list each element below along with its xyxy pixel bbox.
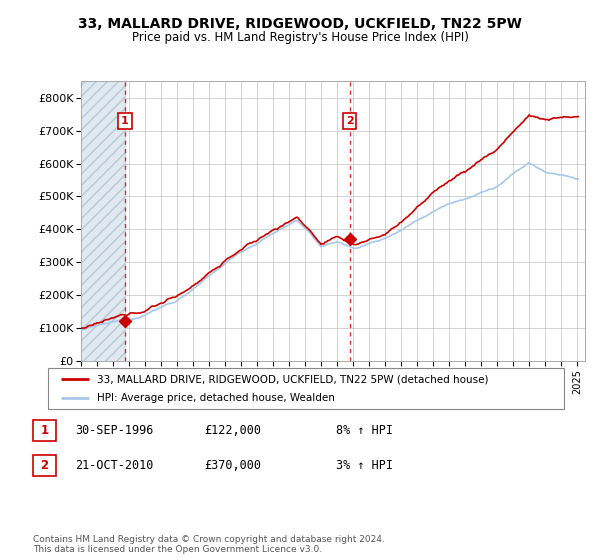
- Text: 2: 2: [346, 116, 353, 126]
- FancyBboxPatch shape: [48, 368, 564, 409]
- Text: £122,000: £122,000: [204, 424, 261, 437]
- Text: 1: 1: [121, 116, 129, 126]
- Text: Price paid vs. HM Land Registry's House Price Index (HPI): Price paid vs. HM Land Registry's House …: [131, 31, 469, 44]
- Text: 33, MALLARD DRIVE, RIDGEWOOD, UCKFIELD, TN22 5PW: 33, MALLARD DRIVE, RIDGEWOOD, UCKFIELD, …: [78, 17, 522, 31]
- Text: 33, MALLARD DRIVE, RIDGEWOOD, UCKFIELD, TN22 5PW (detached house): 33, MALLARD DRIVE, RIDGEWOOD, UCKFIELD, …: [97, 375, 488, 384]
- Text: 21-OCT-2010: 21-OCT-2010: [75, 459, 154, 472]
- Text: Contains HM Land Registry data © Crown copyright and database right 2024.
This d: Contains HM Land Registry data © Crown c…: [33, 535, 385, 554]
- Text: 30-SEP-1996: 30-SEP-1996: [75, 424, 154, 437]
- Text: 3% ↑ HPI: 3% ↑ HPI: [336, 459, 393, 472]
- Bar: [81, 81, 125, 361]
- Text: 2: 2: [40, 459, 49, 472]
- Text: 8% ↑ HPI: 8% ↑ HPI: [336, 424, 393, 437]
- Text: 1: 1: [40, 424, 49, 437]
- Text: HPI: Average price, detached house, Wealden: HPI: Average price, detached house, Weal…: [97, 393, 335, 403]
- Text: £370,000: £370,000: [204, 459, 261, 472]
